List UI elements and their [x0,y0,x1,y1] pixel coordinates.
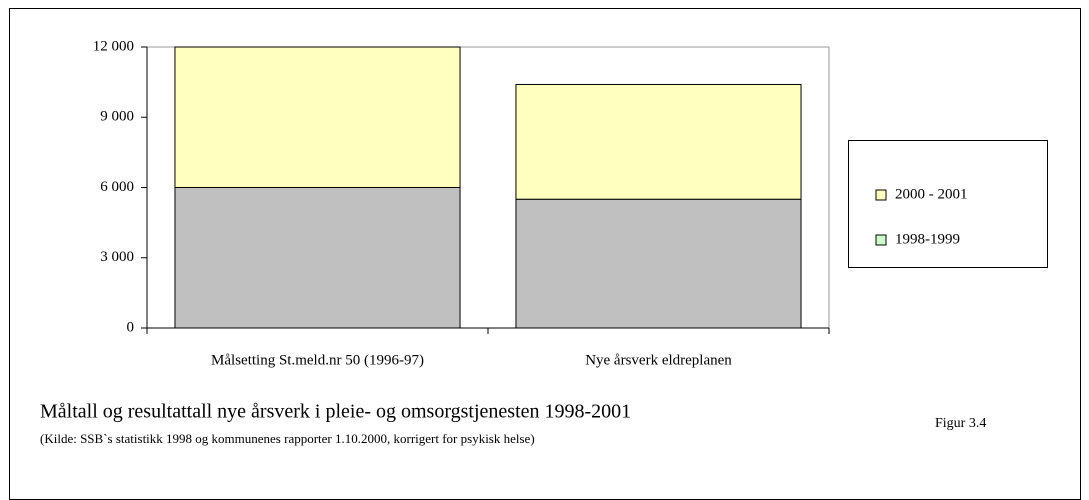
figure-label: Figur 3.4 [935,416,986,431]
x-tick-label: Nye årsverk eldreplanen [585,352,732,368]
bar-segment [174,187,461,329]
y-tick-label: 3 000 [100,249,134,265]
y-tick-label: 6 000 [100,179,134,195]
y-tick-label: 0 [127,319,135,335]
y-tick-label: 9 000 [100,109,134,125]
legend [848,140,1048,268]
caption: Måltall og resultattall nye årsverk i pl… [40,401,631,423]
legend-label: 2000 - 2001 [895,186,968,202]
legend-swatch [875,234,887,246]
bar-segment [174,46,461,188]
y-tick-label: 12 000 [93,38,134,54]
legend-label: 1998-1999 [895,231,960,247]
legend-swatch [875,189,887,201]
x-tick-label: Målsetting St.meld.nr 50 (1996-97) [211,352,424,368]
bar-segment [515,83,802,200]
source: (Kilde: SSB`s statistikk 1998 og kommune… [40,431,535,446]
bar-segment [515,198,802,329]
